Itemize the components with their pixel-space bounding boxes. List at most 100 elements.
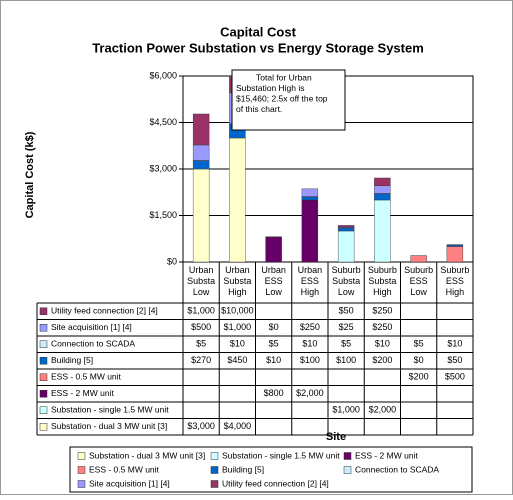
bar-segment: [374, 194, 390, 200]
legend-swatch: [78, 481, 85, 488]
bar-segment: [193, 161, 209, 169]
bar-segment: [374, 186, 390, 194]
x-axis-label: Site: [326, 431, 346, 443]
table-cell: $250: [372, 322, 392, 332]
table-cell: $800: [264, 388, 284, 398]
legend-label: ESS - 2 MW unit: [355, 450, 418, 460]
bar-segment: [338, 231, 354, 262]
chart-title: Capital Cost: [220, 24, 297, 39]
table-row-label: ESS - 2 MW unit: [51, 388, 114, 398]
table-cell: $500: [445, 372, 465, 382]
table-cell: $2,000: [296, 388, 324, 398]
bar-segment: [302, 200, 318, 262]
bar-segment: [302, 197, 318, 200]
legend-label: Substation - single 1.5 MW unit: [222, 450, 340, 460]
table-row-label: Substation - dual 3 MW unit [3]: [51, 421, 167, 431]
legend-label: ESS - 0.5 MW unit: [89, 464, 160, 474]
table-swatch: [40, 308, 47, 315]
bar-segment: [374, 178, 390, 186]
legend-label: Substation - dual 3 MW unit [3]: [89, 450, 205, 460]
table-cell: $50: [447, 355, 462, 365]
legend-label: Connection to SCADA: [355, 464, 439, 474]
legend-swatch: [211, 453, 218, 460]
annotation-text: $15,460; 2.5x off the top: [236, 93, 328, 103]
table-row-label: ESS - 0.5 MW unit: [51, 372, 122, 382]
table-cell: $200: [409, 372, 429, 382]
bar-segment: [266, 237, 282, 262]
bar-segment: [229, 138, 245, 262]
table-cell: $5: [196, 339, 206, 349]
y-tick-label: $6,000: [149, 70, 177, 80]
bar-segment: [338, 225, 354, 227]
table-cell: $50: [339, 306, 354, 316]
bar-segment: [193, 145, 209, 161]
legend-label: Building [5]: [222, 464, 264, 474]
table-cell: $100: [300, 355, 320, 365]
table-row-label: Site acquisition [1] [4]: [51, 322, 132, 332]
y-tick-label: $4,500: [149, 117, 177, 127]
legend-swatch: [211, 481, 218, 488]
bar-segment: [374, 200, 390, 262]
legend-label: Site acquisition [1] [4]: [89, 478, 170, 488]
bar-segment: [411, 256, 427, 262]
table-cell: $10: [375, 339, 390, 349]
table-cell: $10: [447, 339, 462, 349]
table-cell: $10: [302, 339, 317, 349]
table-cell: $250: [372, 306, 392, 316]
table-swatch: [40, 357, 47, 364]
legend-swatch: [344, 467, 351, 474]
table-cell: $270: [191, 355, 211, 365]
table-cell: $10: [266, 355, 281, 365]
table-cell: $5: [269, 339, 279, 349]
legend-swatch: [78, 467, 85, 474]
annotation-text: of this chart.: [236, 104, 282, 114]
table-cell: $1,000: [187, 306, 215, 316]
table-cell: $4,000: [224, 421, 252, 431]
legend-label: Utility feed connection [2] [4]: [222, 478, 329, 488]
legend-swatch: [344, 453, 351, 460]
table-cell: $25: [339, 322, 354, 332]
annotation-text: Total for Urban: [256, 72, 312, 82]
table-swatch: [40, 390, 47, 397]
bar-segment: [193, 114, 209, 145]
table-row-label: Connection to SCADA: [51, 339, 135, 349]
table-cell: $250: [300, 322, 320, 332]
table-cell: $2,000: [369, 405, 397, 415]
table-cell: $5: [414, 339, 424, 349]
y-tick-label: $0: [167, 256, 177, 266]
legend-swatch: [78, 453, 85, 460]
table-cell: $450: [227, 355, 247, 365]
annotation-text: Substation High is: [236, 83, 305, 93]
bar-segment: [338, 228, 354, 231]
table-row-label: Building [5]: [51, 355, 93, 365]
table-cell: $0: [269, 322, 279, 332]
bar-segment: [447, 247, 463, 263]
table-cell: $500: [191, 322, 211, 332]
bar-segment: [193, 169, 209, 262]
y-tick-label: $1,500: [149, 210, 177, 220]
y-tick-label: $3,000: [149, 163, 177, 173]
table-cell: $10,000: [221, 306, 254, 316]
table-cell: $10: [230, 339, 245, 349]
table-cell: $1,000: [332, 405, 360, 415]
bar-segment: [302, 189, 318, 197]
bar-segment: [447, 245, 463, 247]
y-axis-label: Capital Cost (k$): [24, 131, 36, 218]
table-row-label: Utility feed connection [2] [4]: [51, 306, 158, 316]
table-cell: $1,000: [224, 322, 252, 332]
table-swatch: [40, 374, 47, 381]
table-swatch: [40, 407, 47, 414]
table-swatch: [40, 341, 47, 348]
legend-swatch: [211, 467, 218, 474]
table-cell: $3,000: [187, 421, 215, 431]
table-swatch: [40, 324, 47, 331]
table-cell: $0: [414, 355, 424, 365]
table-cell: $200: [372, 355, 392, 365]
chart-subtitle: Traction Power Substation vs Energy Stor…: [92, 40, 424, 55]
table-cell: $5: [341, 339, 351, 349]
table-row-label: Substation - single 1.5 MW unit: [51, 405, 169, 415]
table-cell: $100: [336, 355, 356, 365]
table-swatch: [40, 423, 47, 430]
